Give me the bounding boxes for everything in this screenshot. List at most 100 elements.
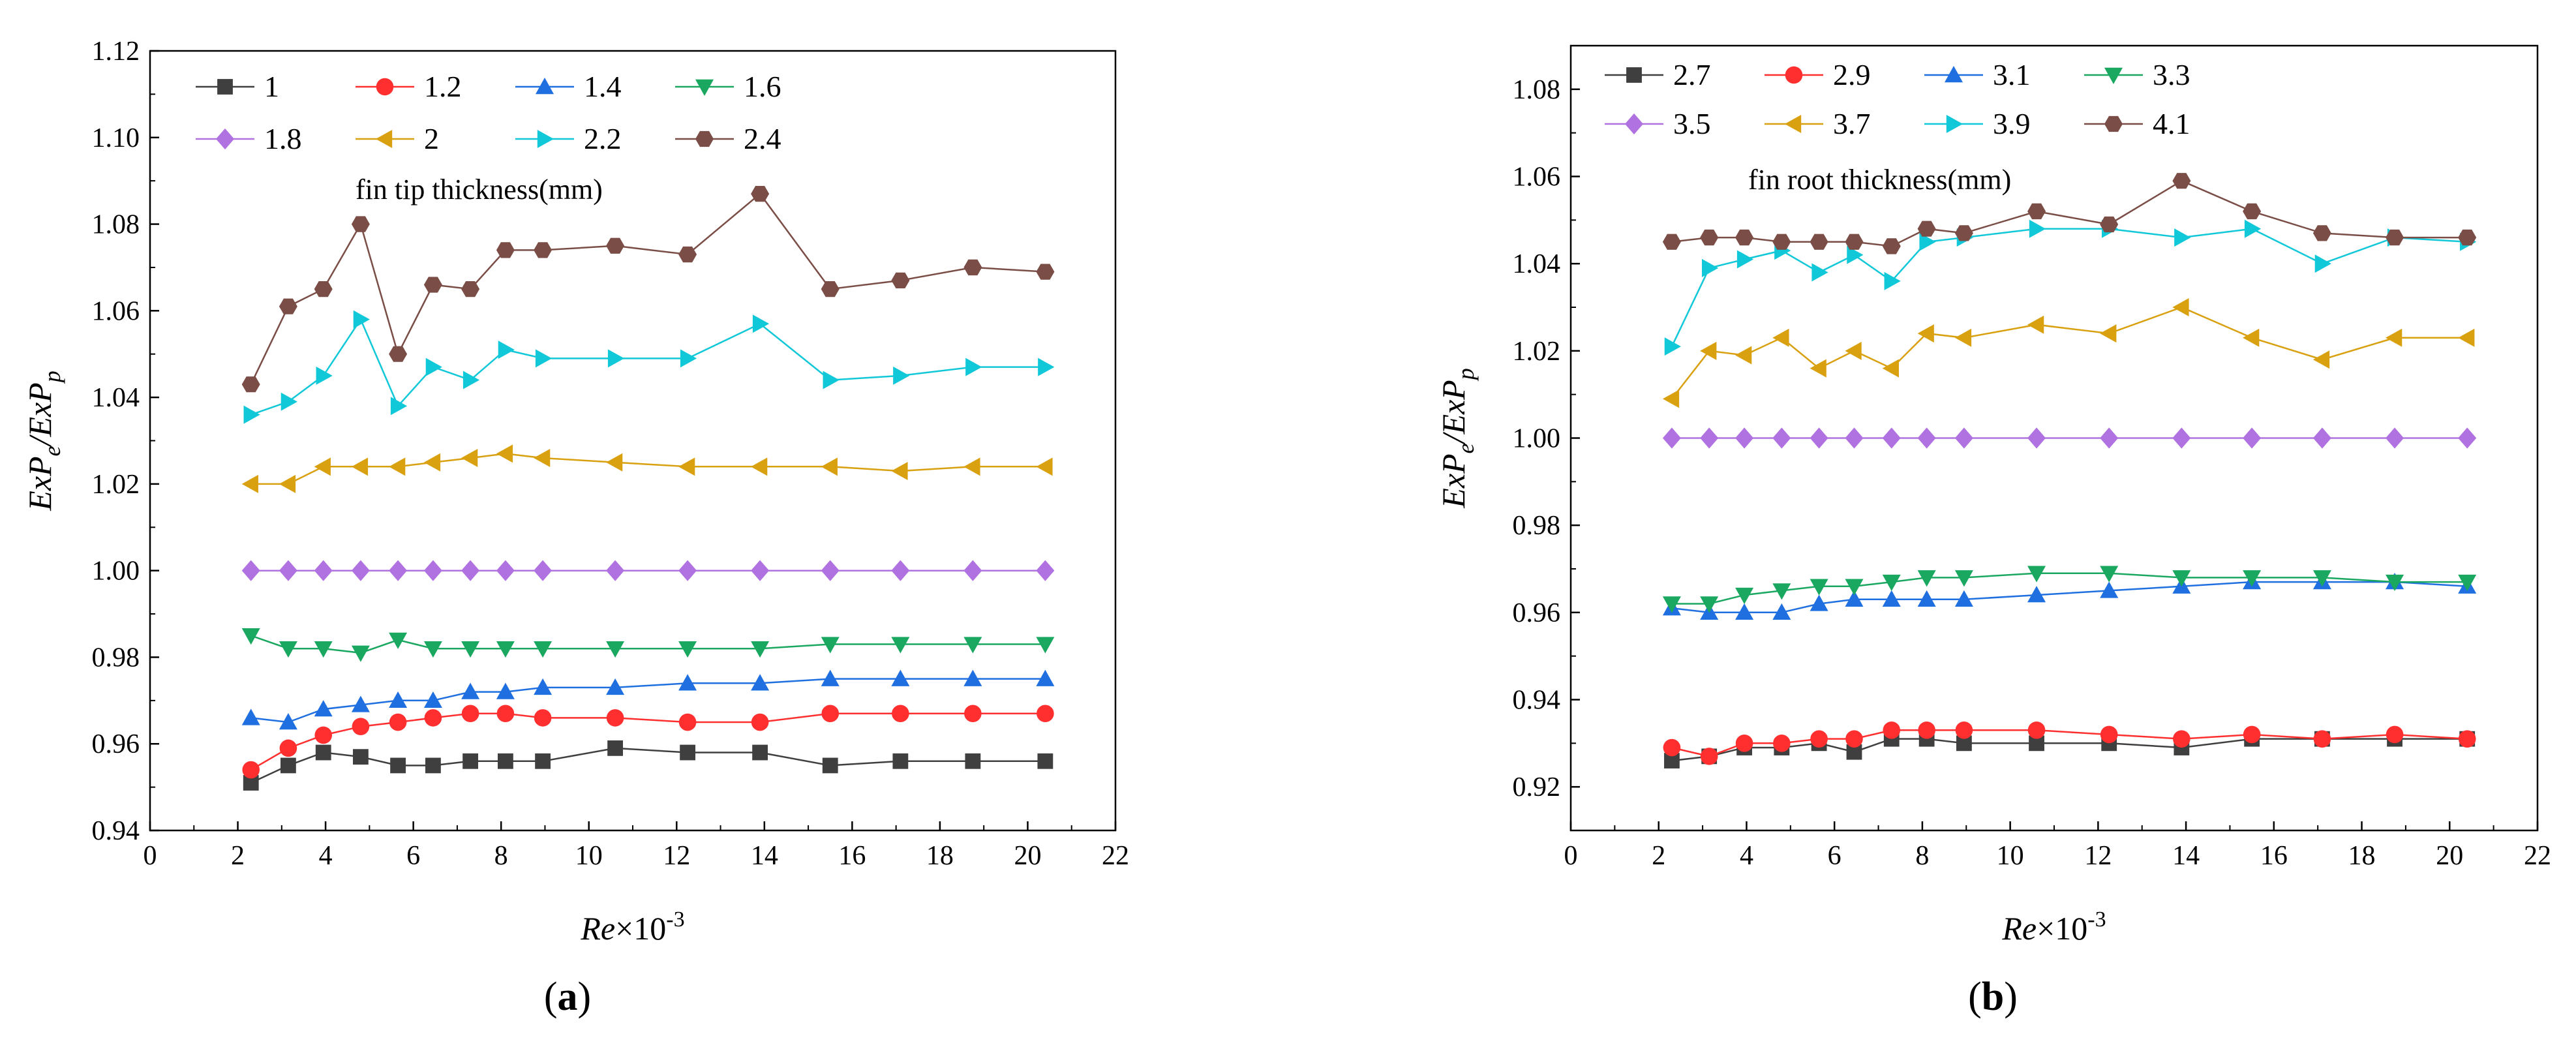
data-point-1.2	[534, 709, 552, 727]
data-point-1.2	[1037, 705, 1054, 723]
data-point-2.2	[390, 397, 408, 416]
data-point-1.8	[389, 560, 408, 581]
legend-marker-2.9	[1785, 66, 1803, 84]
y-tick-label: 1.08	[92, 210, 140, 240]
y-axis-label-part: ExP	[1435, 453, 1472, 508]
data-point-1.6	[678, 641, 697, 658]
data-point-3.7	[2243, 328, 2260, 347]
data-point-1	[315, 744, 331, 761]
data-point-1.4	[423, 691, 442, 708]
legend-label-2.2: 2.2	[584, 122, 622, 155]
series-line-2	[250, 453, 1046, 485]
series-line-1.2	[250, 712, 1046, 771]
x-tick-label: 16	[2260, 841, 2288, 871]
panel-label-paren: )	[578, 975, 592, 1019]
series-line-1	[250, 747, 1046, 784]
data-point-3.7	[1954, 328, 1972, 347]
data-point-1.4	[351, 695, 370, 712]
data-point-1	[965, 753, 981, 769]
data-point-2	[534, 449, 551, 468]
series-line-2.2	[250, 317, 1046, 416]
x-tick-label: 20	[1014, 841, 1041, 871]
data-point-3.1	[1917, 590, 1936, 607]
data-point-3.1	[1882, 590, 1901, 607]
data-point-3.1	[1954, 590, 1973, 607]
data-point-3.7	[1845, 341, 1862, 360]
data-point-1.2	[461, 705, 479, 723]
data-point-3.5	[1845, 427, 1864, 449]
data-point-2.4	[891, 272, 910, 288]
data-point-2.4	[751, 186, 770, 202]
legend-marker-3.3	[2104, 67, 2123, 84]
legend-label-2.9: 2.9	[1833, 58, 1871, 91]
data-point-3.3	[2386, 574, 2404, 592]
data-point-2	[678, 457, 695, 476]
data-point-2	[606, 453, 623, 472]
data-point-2.9	[1663, 738, 1681, 757]
x-axis-label: Re×10-3	[580, 907, 684, 947]
data-point-1	[353, 749, 369, 765]
data-point-3.7	[2100, 324, 2117, 343]
data-point-1	[680, 744, 695, 761]
data-point-1	[822, 757, 838, 774]
data-point-4.1	[2386, 229, 2404, 246]
y-tick-label: 1.04	[1513, 249, 1561, 279]
legend-title: fin root thickness(mm)	[1748, 164, 2011, 196]
data-point-2.9	[2027, 721, 2046, 739]
data-point-3.5	[1735, 427, 1754, 449]
data-point-2.2	[425, 357, 442, 376]
data-point-1	[280, 757, 296, 774]
data-point-2.9	[1845, 730, 1863, 748]
data-point-2.4	[461, 281, 480, 297]
data-point-2.4	[351, 216, 370, 232]
data-point-3.7	[2312, 350, 2330, 369]
data-point-2	[821, 457, 838, 476]
data-point-1.4	[314, 700, 333, 717]
chart-panel-b: 0 2 4 6 8 10 12 14 16 18 20 22 0.92 0.94 0.96 0.98 1.00 1…	[1435, 44, 2551, 1019]
data-point-1.8	[606, 560, 625, 581]
data-point-2.2	[353, 310, 370, 329]
data-point-1.8	[314, 560, 333, 581]
data-point-2.4	[963, 259, 982, 276]
legend-label-1.2: 1.2	[424, 70, 462, 103]
data-point-1.4	[534, 678, 553, 695]
data-point-4.1	[2312, 225, 2331, 241]
data-point-1.6	[963, 637, 982, 654]
data-point-2.2	[243, 405, 260, 424]
data-point-1.4	[461, 682, 480, 699]
x-tick-label: 0	[144, 841, 157, 871]
y-tick-label: 1.02	[92, 470, 140, 500]
data-point-3.9	[1736, 250, 1754, 269]
data-point-3.5	[2100, 427, 2119, 449]
data-point-1.4	[751, 674, 770, 691]
data-point-2.9	[1955, 721, 1973, 739]
data-point-3.5	[2172, 427, 2191, 449]
data-point-2.7	[1664, 753, 1680, 768]
data-point-3.5	[1954, 427, 1973, 449]
y-axis-label-part: /ExP	[1435, 380, 1472, 445]
data-point-3.7	[1810, 359, 1826, 378]
legend-label-3.9: 3.9	[1993, 107, 2031, 140]
data-point-3.3	[1772, 583, 1791, 600]
data-point-3.7	[2386, 328, 2402, 347]
data-point-2.9	[1773, 735, 1791, 752]
data-point-1	[462, 753, 478, 769]
data-point-1.8	[241, 560, 260, 581]
legend-marker-3.5	[1625, 113, 1643, 135]
data-point-2.2	[752, 314, 770, 333]
data-point-3.3	[2243, 570, 2262, 587]
data-point-4.1	[2027, 203, 2046, 220]
legend-marker-4.1	[2104, 115, 2123, 132]
data-point-4.1	[1882, 238, 1901, 254]
data-point-3.9	[1701, 258, 1719, 277]
data-point-2.2	[498, 341, 515, 359]
data-point-1.4	[891, 669, 910, 686]
data-point-2.9	[2100, 725, 2118, 744]
series-line-2.7	[1671, 738, 2468, 762]
data-point-2.4	[821, 281, 840, 297]
series-line-2.4	[250, 192, 1046, 385]
data-point-3.7	[1662, 389, 1680, 408]
data-point-2.9	[1883, 721, 1901, 739]
x-axis-label-var: Re	[580, 910, 615, 947]
x-tick-label: 14	[751, 841, 778, 871]
